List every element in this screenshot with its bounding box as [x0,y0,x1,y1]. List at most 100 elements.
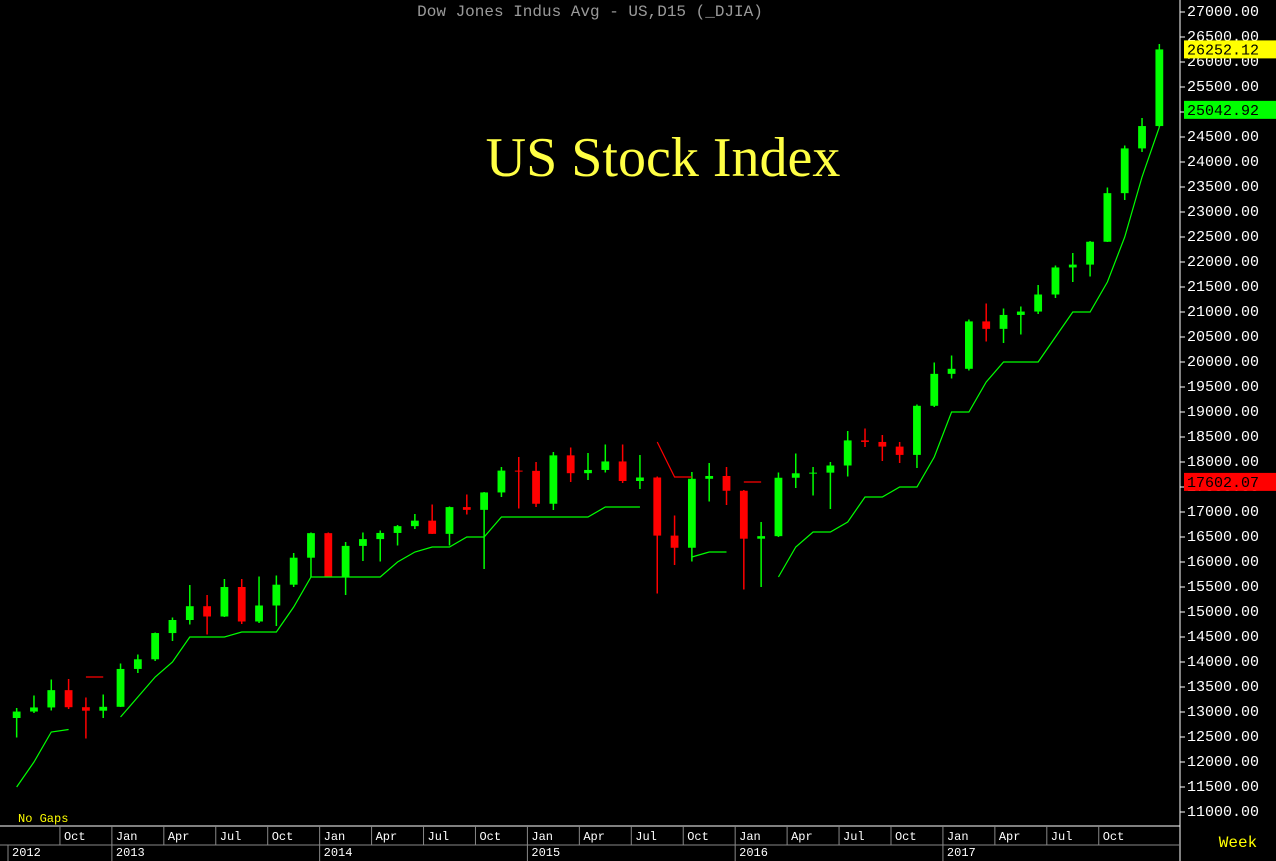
candle-body [99,706,108,711]
x-tick-label: Jul [1051,830,1073,844]
candle-body [116,668,125,707]
candle-body [1103,193,1112,242]
candle-body [636,477,644,481]
candle-body [1034,294,1043,312]
candle-body [82,707,90,711]
y-tick-label: 12500.00 [1187,729,1259,746]
candle-body [843,440,852,466]
y-tick-label: 24000.00 [1187,154,1259,171]
y-tick-label: 14000.00 [1187,654,1259,671]
candle-body [826,465,835,473]
candle-body [133,659,142,669]
x-tick-label: Oct [272,830,294,844]
x-tick-label: Jan [116,830,138,844]
y-tick-label: 18500.00 [1187,429,1259,446]
candle-body [618,461,627,481]
x-tick-label: Jan [531,830,553,844]
x-tick-label: Apr [583,830,605,844]
candle-body [982,321,991,329]
price-marker [1184,472,1276,491]
candle-body [532,470,540,504]
candle-body [895,446,904,455]
y-tick-label: 19000.00 [1187,404,1259,421]
candle-body [549,455,558,504]
candle-body [878,441,887,447]
candle-body [999,314,1008,329]
x-tick-label: Apr [168,830,190,844]
candle-body [705,476,714,479]
candle-body [514,470,523,472]
y-tick-label: 15500.00 [1187,579,1259,596]
y-tick-label: 11000.00 [1187,804,1259,821]
candle-body [1068,264,1077,268]
candle-body [480,492,489,510]
candle-body [722,476,731,491]
price-marker [1184,40,1276,59]
y-tick-label: 22500.00 [1187,229,1259,246]
candle-body [774,477,783,537]
x-tick-label: Oct [895,830,917,844]
candle-body [670,535,679,548]
x-tick-label: Apr [791,830,813,844]
y-tick-label: 16500.00 [1187,529,1259,546]
y-tick-label: 20000.00 [1187,354,1259,371]
candle-body [930,373,939,406]
candle-body [965,321,973,369]
note: No Gaps [18,812,68,826]
candle-body [255,605,263,622]
year-tick-label: 2013 [116,846,145,860]
year-tick-label: 2015 [531,846,560,860]
x-tick-label: Jul [428,830,450,844]
candle-body [861,440,869,442]
candle-body [151,633,160,660]
stop-line [691,551,727,558]
x-tick-label: Jan [947,830,969,844]
candle-body [307,533,315,558]
y-tick-label: 13500.00 [1187,679,1259,696]
y-tick-label: 27000.00 [1187,4,1259,21]
x-tick-label: Jul [220,830,242,844]
x-tick-label: Oct [479,830,501,844]
y-tick-label: 23000.00 [1187,204,1259,221]
candle-body [462,507,471,510]
candle-body [1138,126,1146,149]
candle-body [12,711,21,718]
candle-body [272,584,281,606]
stop-line [16,728,69,788]
stop-line [120,506,640,718]
candle-body [687,478,696,548]
period-label: Week [1219,834,1257,852]
candle-body [809,472,817,474]
x-tick-label: Jul [843,830,865,844]
candle-body [203,606,211,617]
year-tick-label: 2016 [739,846,768,860]
y-tick-label: 24500.00 [1187,129,1259,146]
x-tick-label: Jan [324,830,346,844]
candle-body [410,520,419,527]
candle-body [947,368,956,374]
candle-body [913,405,921,455]
candle-body [566,455,575,474]
candle-body [757,536,766,539]
candle-body [428,520,437,534]
x-tick-label: Apr [376,830,398,844]
candle-body [237,587,246,622]
x-tick-label: Oct [64,830,86,844]
y-tick-label: 22000.00 [1187,254,1259,271]
y-tick-label: 20500.00 [1187,329,1259,346]
y-tick-label: 21500.00 [1187,279,1259,296]
y-tick-label: 21000.00 [1187,304,1259,321]
candle-body [64,690,73,708]
candle-body [445,507,454,534]
candle-body [584,469,592,474]
candle-body [1086,241,1094,265]
y-tick-label: 16000.00 [1187,554,1259,571]
candle-body [220,587,229,617]
candle-body [376,532,385,540]
y-tick-label: 13000.00 [1187,704,1259,721]
price-marker-label: 17602.07 [1187,475,1259,492]
candle-body [1155,49,1164,127]
candle-body [739,490,748,539]
